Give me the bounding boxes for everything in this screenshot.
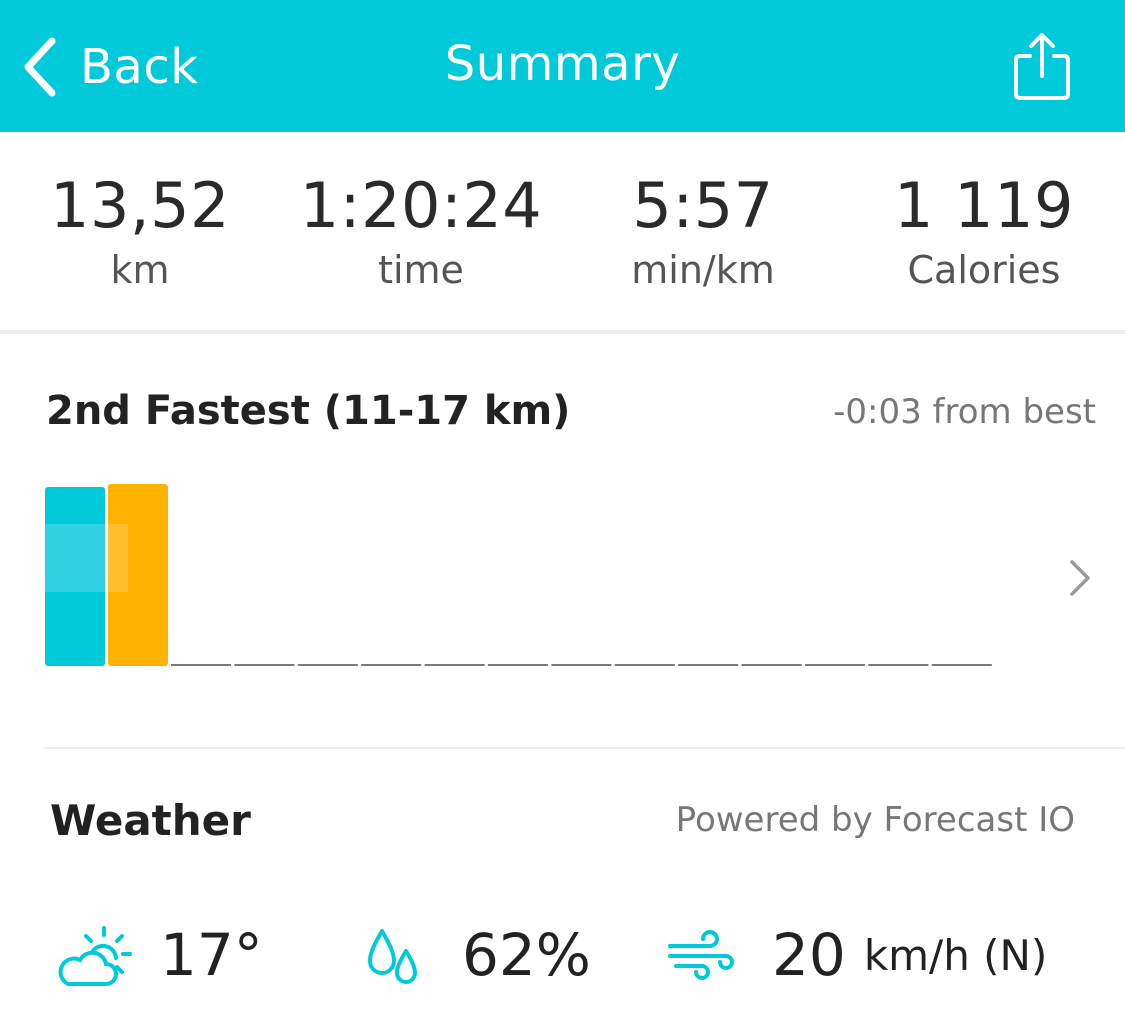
stat-label: time xyxy=(378,248,464,292)
chevron-left-icon xyxy=(24,37,56,97)
ranking-header: 2nd Fastest (11-17 km) -0:03 from best xyxy=(46,388,1096,448)
chart-bar xyxy=(45,487,105,666)
stat-time: 1:20:24 time xyxy=(281,172,561,298)
weather-details: 17° 62% 20 km/h (N) xyxy=(0,905,1125,1005)
chart-bar xyxy=(108,484,168,666)
stat-calories: 1 119 Calories xyxy=(844,172,1124,298)
wind-unit: km/h (N) xyxy=(863,930,1048,980)
humidity-value: 62% xyxy=(462,921,591,989)
chevron-right-icon[interactable] xyxy=(1066,558,1094,602)
share-icon xyxy=(1014,33,1070,100)
share-button[interactable] xyxy=(1012,30,1072,106)
stat-value: 5:57 xyxy=(632,169,774,242)
divider xyxy=(44,747,1125,749)
stat-value: 1:20:24 xyxy=(299,169,543,242)
back-button[interactable]: Back xyxy=(22,34,199,100)
stat-value: 1 119 xyxy=(894,169,1074,242)
temperature-value: 17° xyxy=(160,921,263,989)
weather-humidity: 62% xyxy=(366,905,591,1005)
ranking-delta: -0:03 from best xyxy=(833,392,1096,432)
ranking-chart[interactable] xyxy=(0,470,1125,690)
stat-distance: 13,52 km xyxy=(0,172,280,298)
humidity-icon xyxy=(368,929,417,984)
ranking-title: 2nd Fastest (11-17 km) xyxy=(46,388,571,434)
stat-label: Calories xyxy=(907,248,1061,292)
weather-wind: 20 km/h (N) xyxy=(666,905,1047,1005)
wind-value: 20 xyxy=(772,921,846,989)
wind-icon xyxy=(668,930,734,980)
nav-bar: Back Summary xyxy=(0,0,1125,132)
summary-stats: 13,52 km 1:20:24 time 5:57 min/km 1 119 … xyxy=(0,132,1125,332)
page-title: Summary xyxy=(444,36,681,92)
stat-pace: 5:57 min/km xyxy=(563,172,843,298)
stat-label: min/km xyxy=(631,248,775,292)
chart-highlight xyxy=(45,524,128,592)
stat-value: 13,52 xyxy=(50,169,230,242)
back-label: Back xyxy=(80,39,199,95)
stat-label: km xyxy=(110,248,170,292)
weather-title: Weather xyxy=(50,796,251,845)
weather-temperature: 17° xyxy=(54,905,263,1005)
divider xyxy=(0,330,1125,334)
weather-source: Powered by Forecast IO xyxy=(675,800,1075,840)
partly-cloudy-icon xyxy=(58,926,132,986)
ranking-chart-svg xyxy=(45,484,992,666)
